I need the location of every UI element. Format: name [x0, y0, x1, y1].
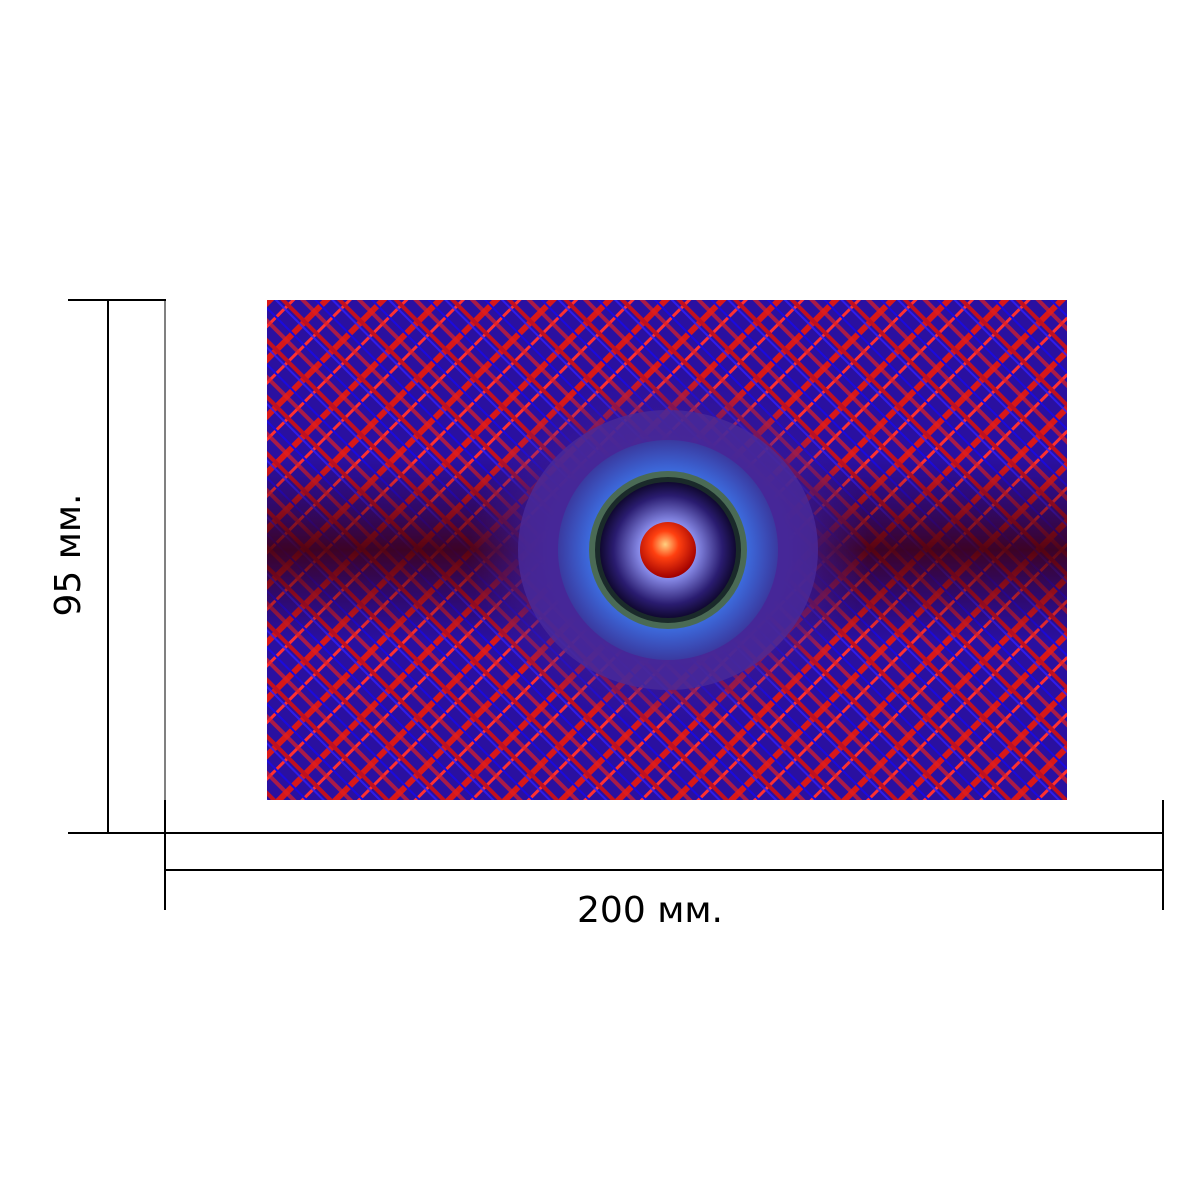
product-image	[267, 300, 1067, 800]
height-label: 95 мм.	[48, 493, 89, 616]
width-label: 200 мм.	[577, 890, 723, 931]
width-dimension	[164, 800, 1164, 910]
height-dimension	[68, 299, 166, 834]
